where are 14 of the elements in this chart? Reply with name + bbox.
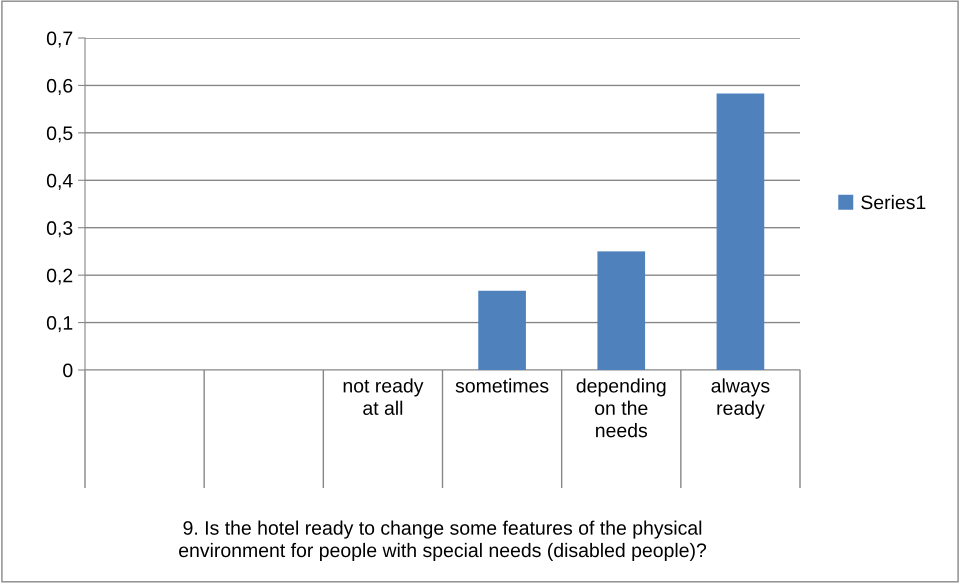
legend-label: Series1 <box>861 194 926 210</box>
x-tick-label: sometimes <box>456 378 548 393</box>
y-tick-label: 0,5 <box>46 126 72 142</box>
y-tick-label: 0,1 <box>46 316 72 332</box>
x-tick-label: not ready at all <box>344 378 424 415</box>
x-tick-label: depending on the needs <box>576 378 666 438</box>
x-axis-title: 9. Is the hotel ready to change some features of the physical environment for people with special needs (disabled people)? <box>179 520 706 562</box>
y-tick-label: 0,6 <box>46 78 72 95</box>
y-tick-label: 0,4 <box>46 174 73 190</box>
y-tick-label: 0,2 <box>46 268 72 285</box>
y-tick-label: 0,7 <box>46 31 72 48</box>
x-tick-label: always ready <box>712 378 770 419</box>
y-tick-label: 0,3 <box>46 221 72 238</box>
y-tick-label: 0 <box>63 363 72 378</box>
